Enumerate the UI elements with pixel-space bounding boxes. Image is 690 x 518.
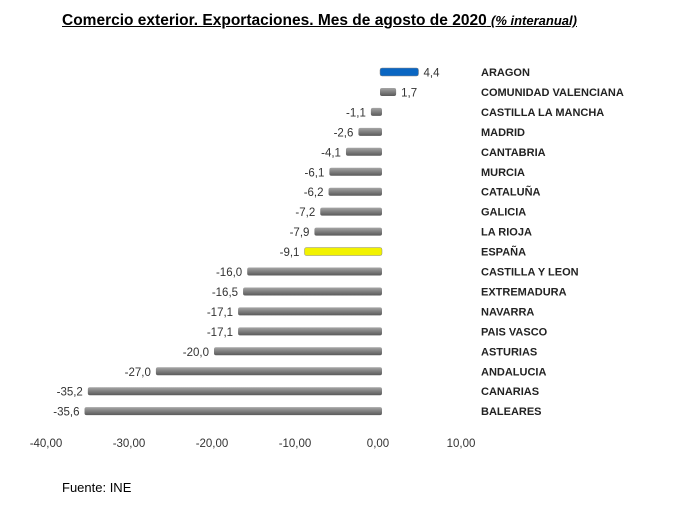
data-label: -6,1 bbox=[305, 167, 325, 179]
bar-murcia bbox=[329, 167, 382, 176]
data-label: -16,0 bbox=[216, 267, 242, 279]
category-label: CANTABRIA bbox=[481, 147, 546, 159]
bar-andalucia bbox=[155, 367, 382, 376]
bar-castilla-y-leon bbox=[247, 267, 382, 276]
data-label: -2,6 bbox=[334, 127, 354, 139]
x-tick-label: -40,00 bbox=[30, 438, 63, 450]
bar-baleares bbox=[84, 407, 383, 416]
category-label: CASTILLA LA MANCHA bbox=[481, 107, 604, 119]
bar-extremadura bbox=[243, 287, 382, 296]
bar-canarias bbox=[87, 387, 382, 396]
data-label: -17,1 bbox=[207, 307, 233, 319]
data-label: -6,2 bbox=[304, 187, 324, 199]
category-label: MADRID bbox=[481, 127, 525, 139]
data-label: -17,1 bbox=[207, 327, 233, 339]
bar-cantabria bbox=[345, 147, 382, 156]
data-label: -27,0 bbox=[125, 367, 151, 379]
category-label: CANARIAS bbox=[481, 386, 539, 398]
bar-españa bbox=[304, 247, 383, 256]
data-label: -7,9 bbox=[290, 227, 310, 239]
category-label: MURCIA bbox=[481, 167, 525, 179]
data-label: -4,1 bbox=[321, 147, 341, 159]
bar-castilla-la-mancha bbox=[370, 107, 382, 116]
category-label: CASTILLA Y LEON bbox=[481, 267, 579, 279]
category-label: EXTREMADURA bbox=[481, 286, 567, 298]
bar-cataluña bbox=[328, 187, 382, 196]
bar-galicia bbox=[320, 207, 382, 216]
data-label: -20,0 bbox=[183, 347, 209, 359]
data-label: -9,1 bbox=[280, 247, 300, 259]
data-label: -1,1 bbox=[346, 107, 366, 119]
category-label: ASTURIAS bbox=[481, 346, 537, 358]
data-label: -7,2 bbox=[295, 207, 315, 219]
category-label: ARAGON bbox=[481, 67, 530, 79]
bar-la-rioja bbox=[314, 227, 382, 236]
data-label: -35,6 bbox=[53, 407, 79, 419]
chart-title: Comercio exterior. Exportaciones. Mes de… bbox=[62, 12, 577, 29]
data-label: -35,2 bbox=[57, 387, 83, 399]
category-label: LA RIOJA bbox=[481, 227, 532, 239]
category-label: COMUNIDAD VALENCIANA bbox=[481, 87, 624, 99]
category-label: NAVARRA bbox=[481, 306, 534, 318]
category-label: GALICIA bbox=[481, 207, 526, 219]
x-tick-label: 10,00 bbox=[447, 438, 476, 450]
bar-madrid bbox=[358, 127, 382, 136]
bar-pais-vasco bbox=[238, 327, 382, 336]
source-note: Fuente: INE bbox=[62, 480, 132, 495]
data-label: 4,4 bbox=[424, 68, 441, 80]
x-tick-label: 0,00 bbox=[367, 438, 389, 450]
bar-asturias bbox=[214, 347, 382, 356]
category-label: ANDALUCIA bbox=[481, 366, 546, 378]
x-tick-label: -20,00 bbox=[196, 438, 229, 450]
x-tick-label: -30,00 bbox=[113, 438, 146, 450]
data-label: 1,7 bbox=[401, 87, 417, 99]
bar-comunidad-valenciana bbox=[380, 87, 397, 96]
bar-navarra bbox=[238, 307, 382, 316]
category-label: BALEARES bbox=[481, 406, 542, 418]
bar-aragon bbox=[379, 67, 419, 77]
category-label: PAIS VASCO bbox=[481, 326, 548, 338]
category-label: CATALUÑA bbox=[481, 186, 541, 199]
category-label: ESPAÑA bbox=[481, 246, 526, 259]
x-tick-label: -10,00 bbox=[279, 438, 312, 450]
data-label: -16,5 bbox=[212, 287, 238, 299]
